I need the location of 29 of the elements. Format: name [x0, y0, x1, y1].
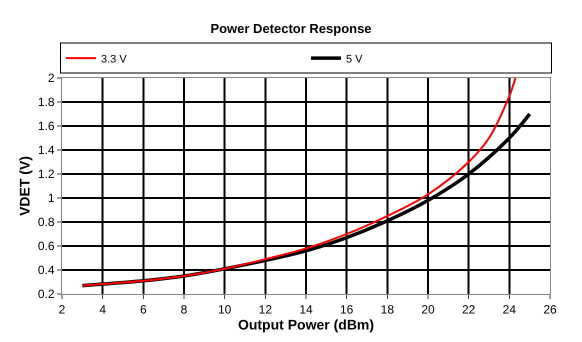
y-tick-label: 0.8 — [38, 215, 55, 230]
y-tick-label: 0.2 — [38, 287, 55, 302]
x-tick-label: 26 — [543, 302, 557, 316]
x-tick-label: 20 — [421, 302, 435, 316]
y-tick-label: 1 — [48, 191, 55, 206]
legend-label: 5 V — [346, 53, 364, 66]
x-tick-label: 16 — [340, 302, 354, 316]
x-tick-label: 22 — [462, 302, 476, 316]
line-series — [81, 78, 516, 287]
legend-label: 3.3 V — [101, 53, 128, 66]
y-tick-label: 1.6 — [38, 119, 55, 134]
y-tick-label: 1.4 — [38, 143, 55, 158]
y-tick-label: 0.6 — [38, 239, 55, 254]
x-axis-title: Output Power (dBm) — [238, 316, 374, 332]
x-tick-label: 24 — [502, 302, 516, 316]
y-tick-label: 1.8 — [38, 95, 55, 110]
x-tick-label: 14 — [299, 302, 313, 316]
y-tick-label: 2 — [48, 71, 55, 86]
y-tick-label: 0.4 — [38, 263, 55, 278]
y-axis-title: VDET (V) — [16, 156, 33, 216]
chart-title: Power Detector Response — [210, 21, 372, 36]
x-tick-label: 18 — [380, 302, 394, 316]
y-tick-label: 1.2 — [38, 167, 55, 182]
x-tick-label: 8 — [180, 302, 188, 316]
x-tick-label: 10 — [218, 302, 232, 316]
x-tick-label: 6 — [140, 302, 147, 316]
x-tick-label: 4 — [99, 302, 106, 316]
x-tick-label: 2 — [58, 302, 66, 316]
x-tick-label: 12 — [258, 302, 272, 316]
